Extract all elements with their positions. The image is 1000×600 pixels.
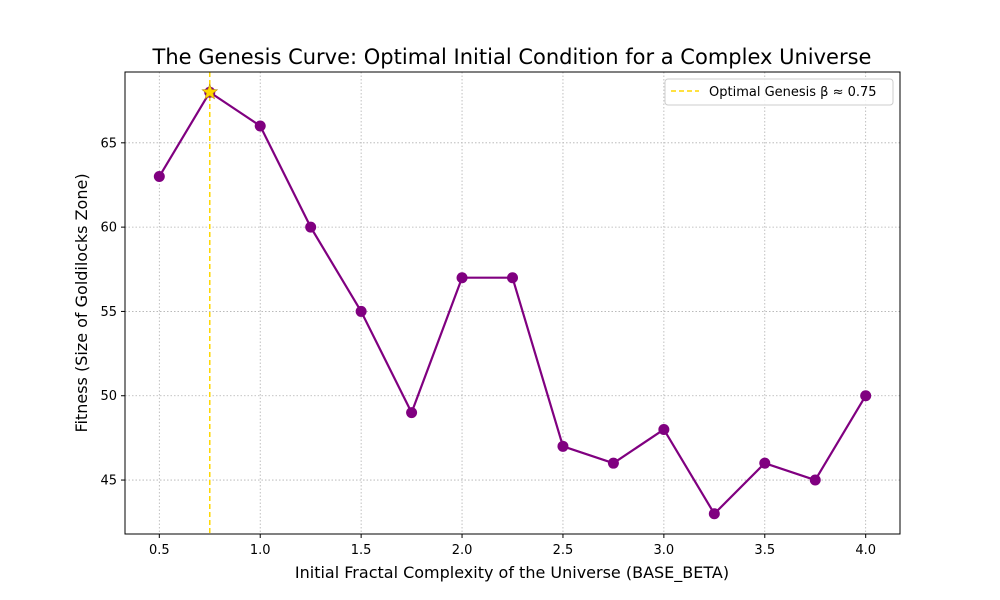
- data-point: [557, 440, 569, 452]
- data-layer: [153, 72, 872, 534]
- chart-title: The Genesis Curve: Optimal Initial Condi…: [152, 45, 872, 69]
- x-tick-label: 2.5: [553, 543, 574, 558]
- data-point: [708, 508, 720, 520]
- x-axis-label: Initial Fractal Complexity of the Univer…: [295, 563, 729, 583]
- y-axis-label: Fitness (Size of Goldilocks Zone): [72, 173, 91, 432]
- data-point: [759, 457, 771, 469]
- x-tick-label: 2.0: [452, 543, 473, 558]
- x-tick-label: 3.5: [754, 543, 775, 558]
- tick-layer: 0.5 1.0 1.5 2.0 2.5 3.0 3.5 4.0 45 50 55 60 65: [100, 136, 876, 558]
- grid-layer: [125, 72, 900, 534]
- legend-box: [664, 78, 894, 106]
- plot-frame: [124, 71, 901, 535]
- data-point: [456, 272, 468, 284]
- data-point: [355, 305, 367, 317]
- x-tick-label: 1.5: [351, 543, 372, 558]
- y-tick-label: 45: [100, 474, 117, 489]
- y-tick-label: 55: [100, 305, 117, 320]
- data-point: [658, 423, 670, 435]
- optimal-star-marker: [201, 83, 219, 100]
- legend: Optimal Genesis β ≈ 0.75: [664, 78, 894, 106]
- data-point: [305, 221, 317, 233]
- data-point: [860, 390, 872, 402]
- plot-area: [125, 72, 900, 534]
- x-tick-label: 1.0: [250, 543, 271, 558]
- legend-label: Optimal Genesis β ≈ 0.75: [709, 85, 877, 100]
- data-point: [406, 407, 418, 419]
- data-point: [809, 474, 821, 486]
- x-tick-label: 3.0: [654, 543, 675, 558]
- data-point: [507, 272, 518, 284]
- y-tick-label: 50: [100, 389, 117, 404]
- y-tick-label: 60: [100, 221, 117, 236]
- x-tick-label: 4.0: [855, 543, 876, 558]
- data-point: [607, 457, 619, 469]
- y-tick-label: 65: [100, 136, 117, 151]
- x-tick-label: 0.5: [149, 543, 170, 558]
- data-point: [254, 120, 266, 132]
- data-point: [153, 171, 165, 183]
